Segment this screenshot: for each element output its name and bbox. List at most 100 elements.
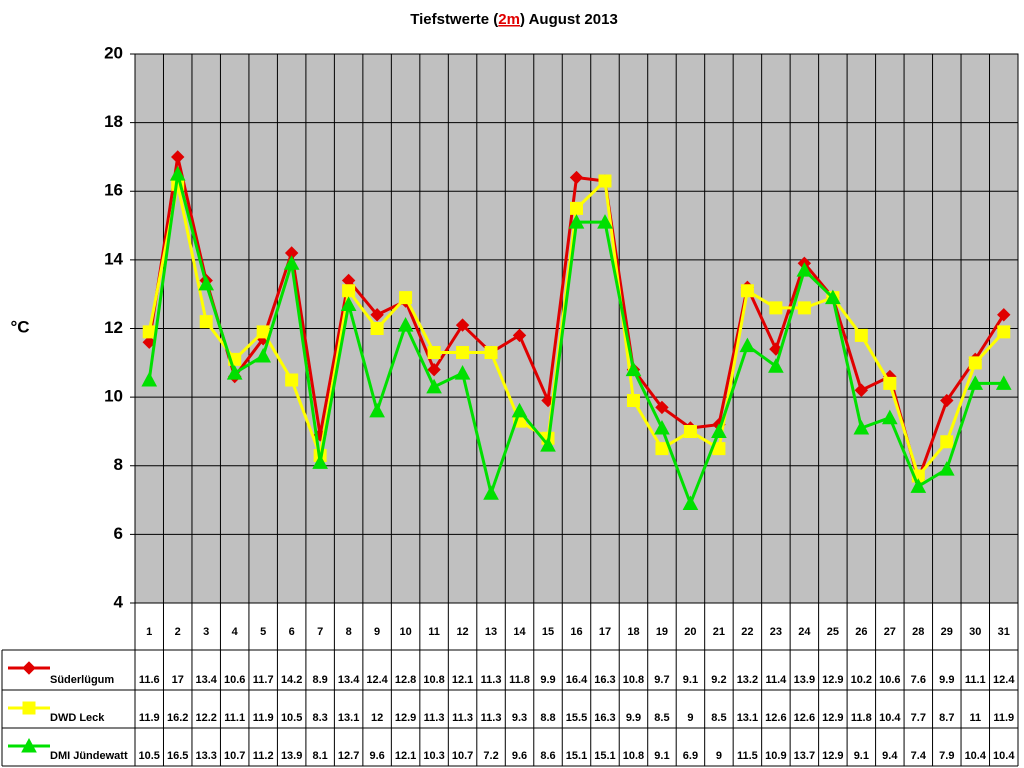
marker <box>625 361 642 377</box>
marker <box>370 308 384 322</box>
marker <box>569 170 584 185</box>
marker <box>512 328 527 343</box>
table-cell: 10.4 <box>965 750 987 762</box>
marker <box>511 402 528 418</box>
table-cell: 9 <box>687 712 693 724</box>
table-cell: 8.1 <box>312 750 327 762</box>
table-cell: 11.3 <box>452 712 473 724</box>
marker <box>142 325 156 339</box>
marker <box>683 424 697 438</box>
x-tick-label: 9 <box>374 626 380 638</box>
marker <box>285 373 299 387</box>
x-tick-label: 15 <box>542 626 554 638</box>
marker <box>454 365 471 380</box>
table-cell: 9.3 <box>512 712 527 724</box>
table-cell: 11.3 <box>424 712 445 724</box>
marker <box>938 461 955 476</box>
table-cell: 8.5 <box>654 712 669 724</box>
marker <box>797 301 811 315</box>
table-cell: 16.4 <box>566 674 588 686</box>
table-cell: 10.6 <box>879 674 900 686</box>
table-cell: 7.4 <box>911 750 927 762</box>
x-tick-label: 19 <box>656 626 668 638</box>
marker <box>995 375 1012 390</box>
table-cell: 10.4 <box>879 712 901 724</box>
x-tick-label: 31 <box>998 626 1010 638</box>
legend-label: Süderlügum <box>50 674 114 686</box>
table-cell: 11.4 <box>765 674 787 686</box>
table-cell: 12.6 <box>765 712 786 724</box>
marker <box>199 315 213 329</box>
marker <box>853 419 870 435</box>
table-cell: 14.2 <box>281 674 302 686</box>
title-part: Tiefstwerte ( <box>410 11 498 28</box>
table-cell: 8.8 <box>540 712 555 724</box>
table-cell: 13.1 <box>737 712 758 724</box>
x-tick-label: 28 <box>912 626 924 638</box>
table-cell: 9.9 <box>626 712 641 724</box>
table-cell: 8.5 <box>711 712 726 724</box>
table-cell: 9.4 <box>882 750 898 762</box>
y-tick-label: 6 <box>114 524 123 543</box>
marker <box>484 346 498 360</box>
table-cell: 11.9 <box>139 712 160 724</box>
marker <box>682 495 699 510</box>
y-tick-label: 10 <box>104 387 123 406</box>
table-cell: 12.1 <box>452 674 473 686</box>
x-tick-label: 23 <box>770 626 782 638</box>
marker <box>825 289 841 305</box>
legend-label: DMI Jündewatt <box>50 750 128 762</box>
table-cell: 12.2 <box>195 712 216 724</box>
x-tick-label: 1 <box>146 626 152 638</box>
table-cell: 15.1 <box>566 750 587 762</box>
table-cell: 12.1 <box>395 750 416 762</box>
table-cell: 10.5 <box>139 750 160 762</box>
table-cell: 12.9 <box>822 750 843 762</box>
marker <box>654 419 670 435</box>
table-cell: 11.8 <box>851 712 872 724</box>
marker <box>597 214 613 229</box>
x-tick-label: 7 <box>317 626 323 638</box>
table-cell: 12.4 <box>366 674 388 686</box>
table-cell: 7.6 <box>911 674 926 686</box>
table-cell: 9.7 <box>654 674 669 686</box>
table-cell: 11 <box>969 712 981 724</box>
marker <box>426 378 442 394</box>
marker <box>169 166 186 181</box>
table-cell: 9.1 <box>854 750 869 762</box>
marker <box>399 291 413 305</box>
table-cell: 10.7 <box>224 750 245 762</box>
table-cell: 10.7 <box>452 750 473 762</box>
table-cell: 6.9 <box>683 750 698 762</box>
marker <box>598 174 612 188</box>
marker <box>540 437 556 452</box>
y-tick-label: 8 <box>114 455 123 474</box>
table-cell: 9 <box>716 750 722 762</box>
marker <box>568 214 585 229</box>
marker <box>997 308 1011 322</box>
table-cell: 16.5 <box>167 750 188 762</box>
marker <box>711 423 727 438</box>
table-cell: 13.3 <box>195 750 216 762</box>
table-cell: 12.9 <box>395 712 416 724</box>
y-tick-label: 18 <box>104 112 123 131</box>
table-cell: 10.4 <box>993 750 1015 762</box>
table-cell: 10.8 <box>423 674 444 686</box>
x-tick-label: 30 <box>969 626 981 638</box>
table-cell: 7.2 <box>483 750 498 762</box>
title-part: 2m <box>498 11 520 28</box>
marker <box>570 201 583 215</box>
y-tick-label: 14 <box>104 249 123 268</box>
marker <box>739 337 756 353</box>
x-tick-label: 21 <box>713 626 725 638</box>
table-cell: 12.9 <box>822 674 843 686</box>
table-cell: 8.6 <box>540 750 555 762</box>
table-cell: 10.8 <box>623 674 644 686</box>
table-cell: 10.6 <box>224 674 245 686</box>
y-axis-label: °C <box>10 317 29 336</box>
marker <box>940 435 954 449</box>
marker <box>940 393 954 408</box>
marker <box>854 383 869 397</box>
y-tick-label: 16 <box>104 181 123 200</box>
table-cell: 9.2 <box>711 674 726 686</box>
